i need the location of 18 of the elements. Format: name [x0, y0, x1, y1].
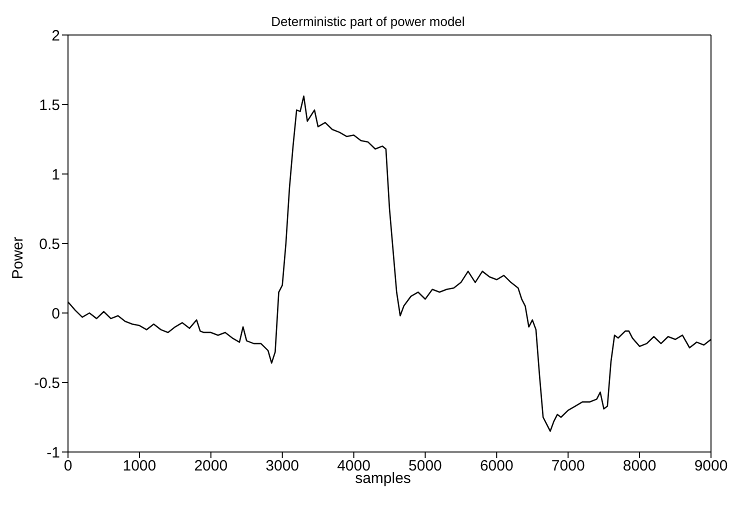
- x-tick-label: 3000: [266, 458, 300, 475]
- x-tick-label: 1000: [122, 458, 156, 475]
- y-tick-label: -1: [46, 444, 60, 462]
- y-tick-label: 0.5: [39, 236, 60, 253]
- x-tick-label: 0: [64, 458, 72, 475]
- y-tick-label: 1: [52, 166, 60, 184]
- y-axis-title: Power: [10, 236, 26, 280]
- chart-title: Deterministic part of power model: [270, 14, 466, 29]
- x-tick-label: 8000: [622, 458, 656, 475]
- y-tick-label: 2: [52, 27, 60, 44]
- y-tick-label: 1.5: [39, 96, 60, 114]
- y-tick-label: -0.5: [34, 374, 60, 392]
- x-tick-label: 9000: [694, 458, 728, 475]
- x-tick-label: 7000: [551, 458, 585, 475]
- y-tick-label: 0: [52, 305, 60, 322]
- x-tick-label: 5000: [408, 458, 442, 475]
- x-tick-label: 6000: [480, 458, 514, 475]
- x-tick-label: 2000: [194, 458, 228, 475]
